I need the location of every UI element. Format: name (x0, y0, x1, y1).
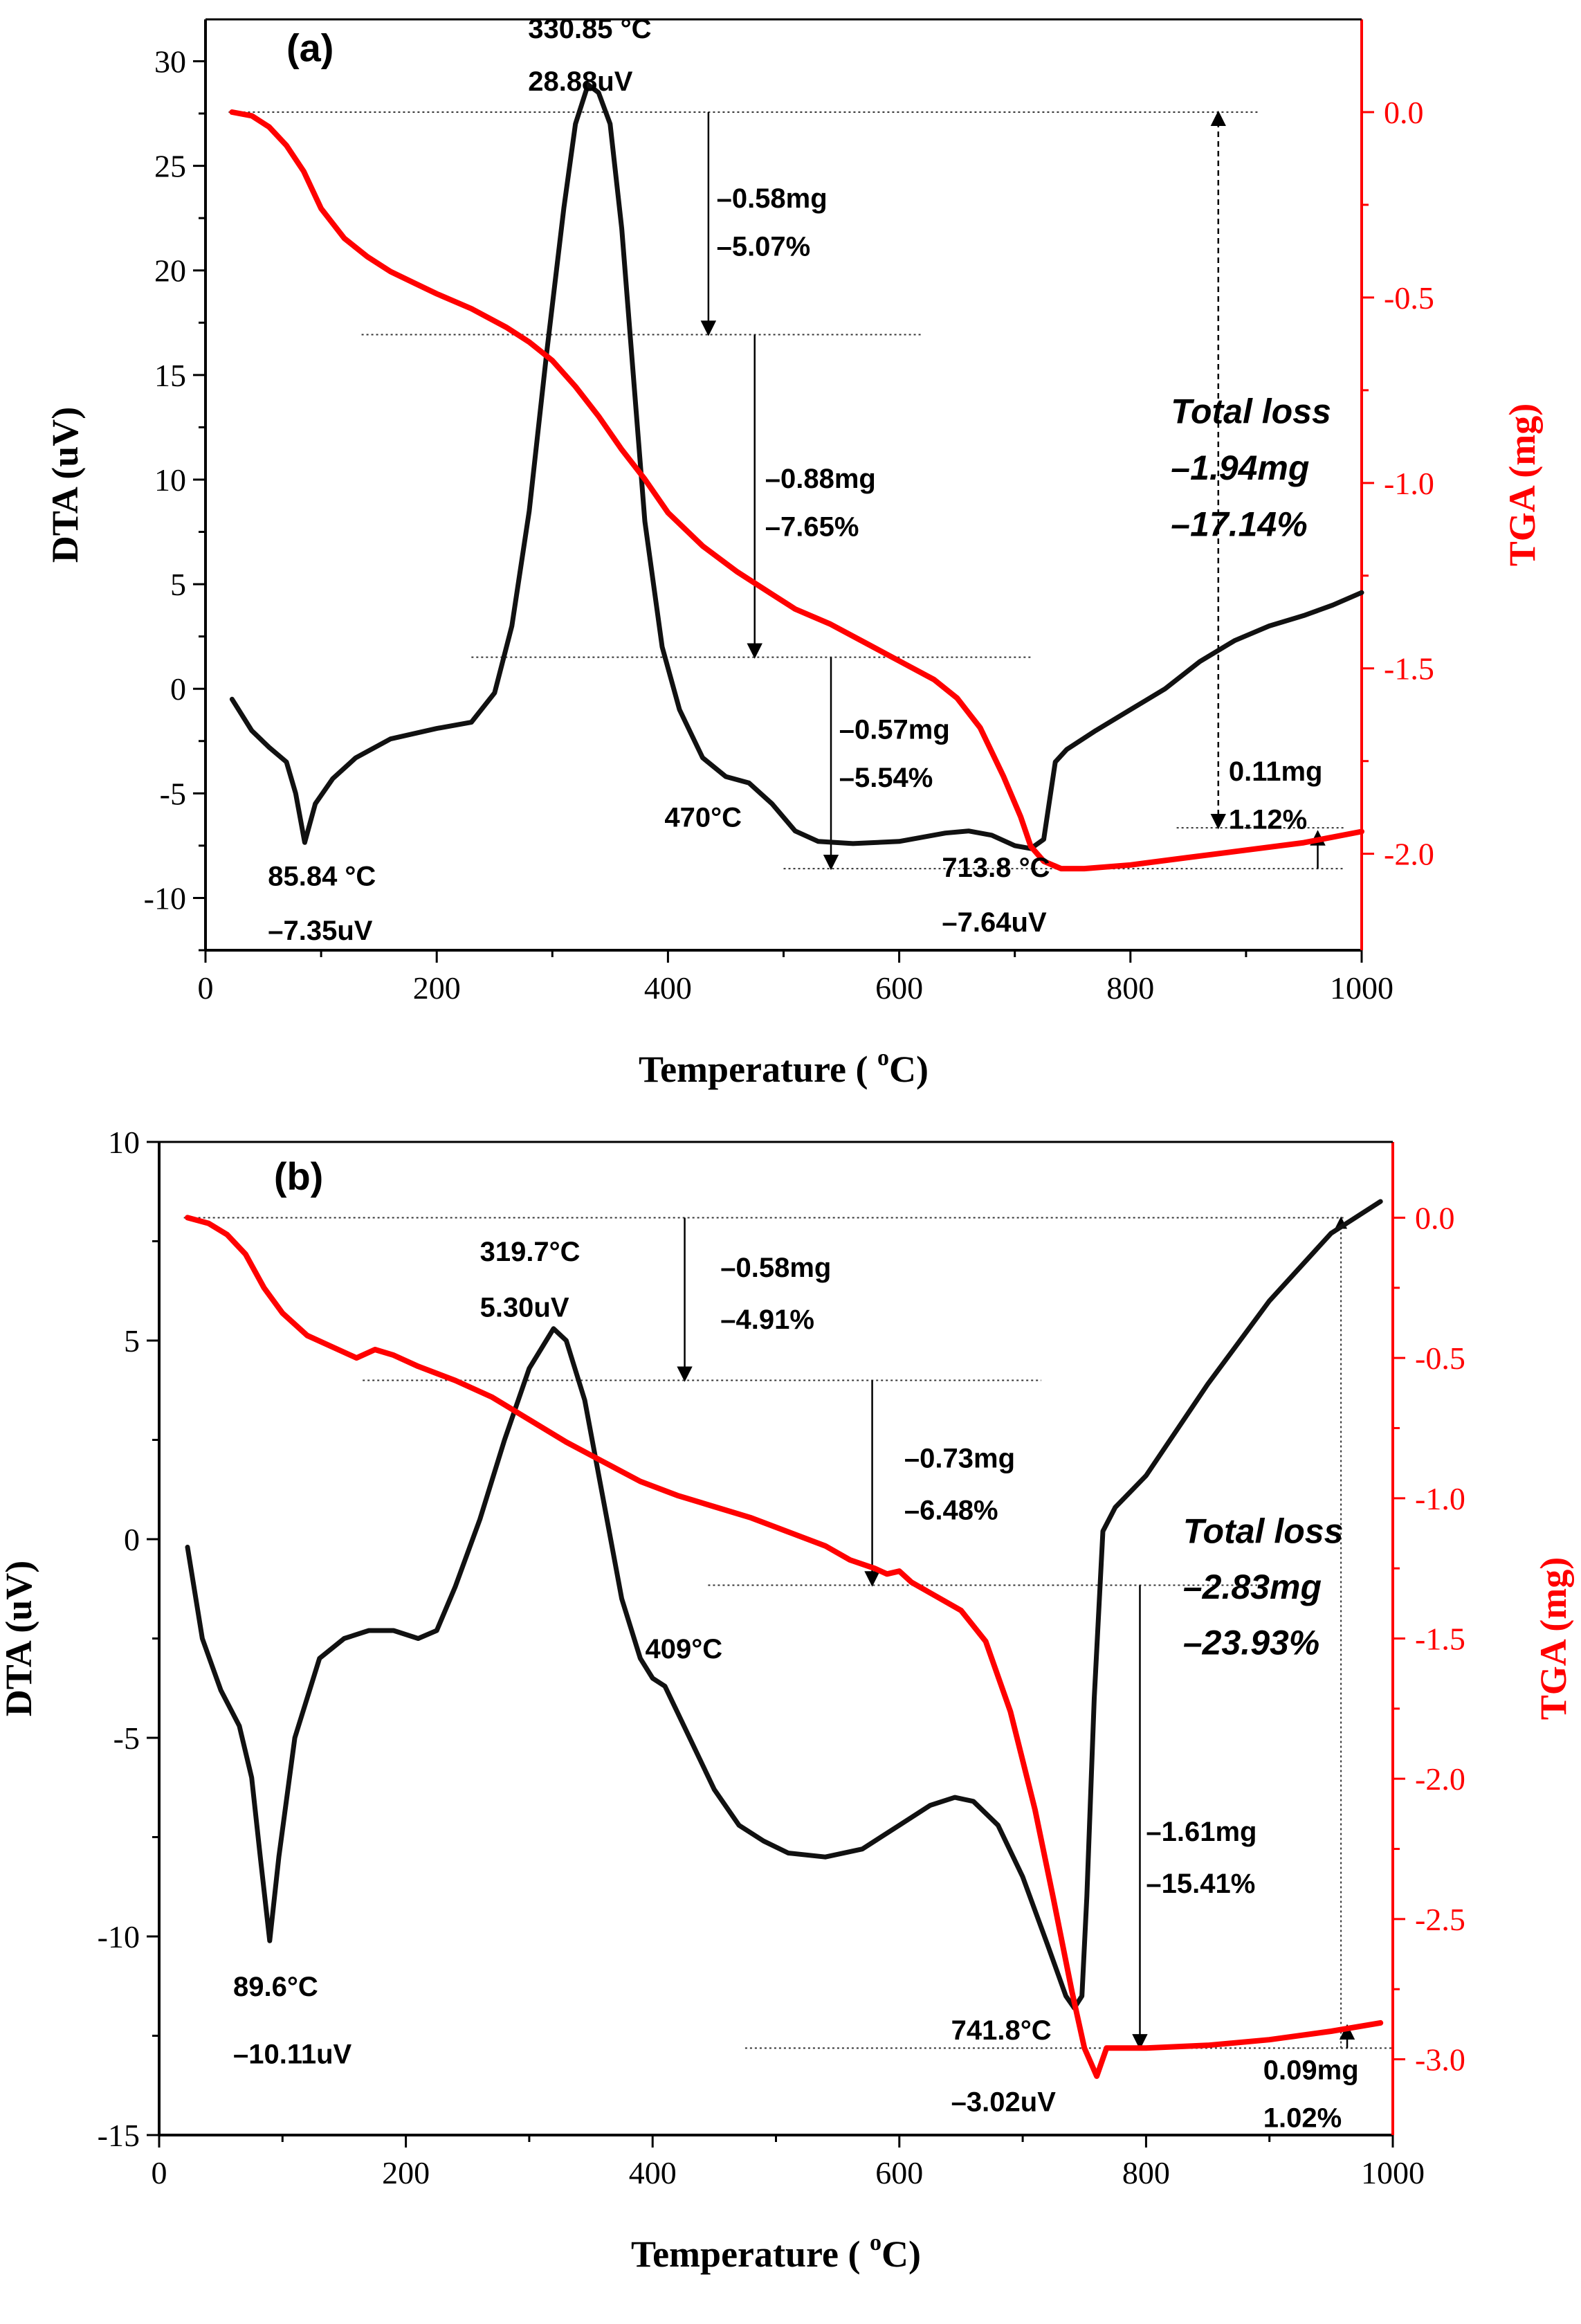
annotation-label: –2.83mg (1183, 1568, 1322, 1606)
annotation-label: 85.84 °C (268, 861, 376, 891)
annotation-label: 1.12% (1229, 805, 1307, 835)
annotation-label: 5.30uV (480, 1293, 569, 1323)
y-left-tick-label: -5 (113, 1721, 140, 1756)
y-left-tick-label: -5 (160, 776, 186, 811)
annotation-label: –7.65% (765, 512, 859, 543)
annotation-label: –0.58mg (720, 1253, 831, 1283)
y-right-tick-label: -1.5 (1415, 1622, 1465, 1657)
annotation-label: –6.48% (904, 1495, 998, 1525)
y-right-tick-label: -1.0 (1415, 1481, 1465, 1516)
x-tick-label: 800 (1106, 970, 1154, 1006)
x-tick-label: 200 (382, 2155, 430, 2190)
annotation-label: –23.93% (1183, 1623, 1319, 1662)
annotation-label: –7.35uV (268, 916, 373, 946)
dta-curve (185, 1199, 1383, 2010)
annotation-label: 28.88uV (528, 66, 633, 97)
x-tick-label: 400 (644, 970, 692, 1006)
annotation-label: –10.11uV (233, 2040, 352, 2070)
annotation-label: 741.8°C (951, 2015, 1052, 2046)
annotation-label: 409°C (646, 1634, 723, 1664)
x-tick-label: 0 (152, 2155, 167, 2190)
y-left-tick-label: -15 (98, 2118, 140, 2153)
annotation-label: 89.6°C (233, 1972, 318, 2002)
annotation-label: –5.54% (839, 763, 933, 793)
annotation-label: –5.07% (717, 232, 811, 262)
annotation-label: –3.02uV (951, 2087, 1057, 2118)
y-right-tick-label: -2.5 (1415, 1902, 1465, 1937)
y-right-tick-label: -3.0 (1415, 2042, 1465, 2078)
annotation-label: –7.64uV (942, 907, 1047, 938)
x-tick-label: 600 (875, 970, 923, 1006)
y-right-tick-label: -2.0 (1384, 837, 1434, 872)
y-left-tick-label: 20 (154, 253, 186, 289)
annotation-label: –0.88mg (765, 464, 876, 494)
y-left-tick-label: 10 (154, 462, 186, 498)
annotation-label: 319.7°C (480, 1237, 581, 1267)
y-right-tick-label: -1.5 (1384, 651, 1434, 687)
x-tick-label: 0 (198, 970, 214, 1006)
y-left-tick-label: 15 (154, 358, 186, 393)
annotation-label: 0.11mg (1229, 756, 1323, 787)
annotation-label: 330.85 °C (528, 14, 651, 44)
x-axis-title-unit: C) (881, 2233, 921, 2275)
x-tick-label: 600 (875, 2155, 923, 2190)
y-left-axis-title: DTA (uV) (0, 1561, 39, 1717)
y-left-tick-label: 5 (170, 567, 186, 602)
y-right-tick-label: -0.5 (1415, 1341, 1465, 1376)
x-axis-title-text: Temperature ( (631, 2233, 870, 2275)
dta-curve (229, 82, 1364, 851)
annotation-label: Total loss (1183, 1512, 1344, 1551)
annotation-label: –15.41% (1146, 1869, 1255, 1899)
annotation-label: –0.58mg (717, 183, 828, 214)
y-left-tick-label: 5 (124, 1323, 140, 1359)
tga-curve (185, 1215, 1384, 2079)
y-left-tick-label: 0 (124, 1522, 140, 1557)
y-left-tick-label: 0 (170, 671, 186, 707)
y-left-tick-label: -10 (98, 1919, 140, 1954)
y-right-tick-label: -1.0 (1384, 466, 1434, 501)
annotation-label: 713.8 °C (942, 853, 1050, 883)
x-tick-label: 400 (629, 2155, 677, 2190)
x-tick-label: 1000 (1330, 970, 1393, 1006)
y-right-axis-title: TGA (mg) (1533, 1557, 1574, 1721)
y-right-tick-label: -2.0 (1415, 1761, 1465, 1797)
y-right-tick-label: 0.0 (1384, 95, 1424, 130)
y-left-tick-label: -10 (144, 880, 186, 916)
tga-curve (229, 109, 1364, 872)
annotation-label: –17.14% (1171, 505, 1307, 544)
panel-b: 0 200 400 600 800 1000 -15 -10 -5 0 5 10 -3.0 -2.5 -2.… (0, 1125, 1574, 2275)
annotation-label: 470°C (664, 803, 742, 833)
x-axis-title: Temperature ( oC) (639, 1045, 929, 1090)
x-axis-title-text: Temperature ( (639, 1048, 877, 1090)
x-axis-title: Temperature ( oC) (631, 2230, 921, 2275)
annotation-label: –4.91% (720, 1305, 814, 1335)
y-left-tick-label: 10 (108, 1125, 140, 1160)
annotation-label: Total loss (1171, 392, 1331, 430)
degree-mark: o (877, 1045, 889, 1071)
annotation-label: 0.09mg (1263, 2055, 1359, 2086)
annotation-label: –0.57mg (839, 715, 950, 745)
x-tick-label: 800 (1122, 2155, 1170, 2190)
annotation-label: –1.61mg (1146, 1817, 1256, 1847)
annotation-label: –0.73mg (904, 1444, 1015, 1474)
y-right-axis-title: TGA (mg) (1501, 403, 1543, 567)
y-right-tick-label: 0.0 (1415, 1200, 1455, 1235)
x-tick-label: 1000 (1361, 2155, 1425, 2190)
y-left-tick-label: 30 (154, 44, 186, 79)
panel-label: (a) (286, 26, 333, 69)
x-tick-label: 200 (413, 970, 461, 1006)
panel-a: 0 200 400 600 800 1000 -10 -5 0 5 10 15 20 25 30 -2.0 -1… (44, 14, 1543, 1090)
x-axis-title-unit: C) (889, 1048, 929, 1090)
panel-label: (b) (274, 1154, 324, 1198)
y-left-tick-label: 25 (154, 149, 186, 184)
y-right-tick-label: -0.5 (1384, 280, 1434, 316)
annotation-label: 1.02% (1263, 2103, 1342, 2134)
y-left-axis-title: DTA (uV) (44, 407, 86, 563)
annotation-label: –1.94mg (1171, 448, 1309, 487)
degree-mark: o (870, 2230, 881, 2255)
